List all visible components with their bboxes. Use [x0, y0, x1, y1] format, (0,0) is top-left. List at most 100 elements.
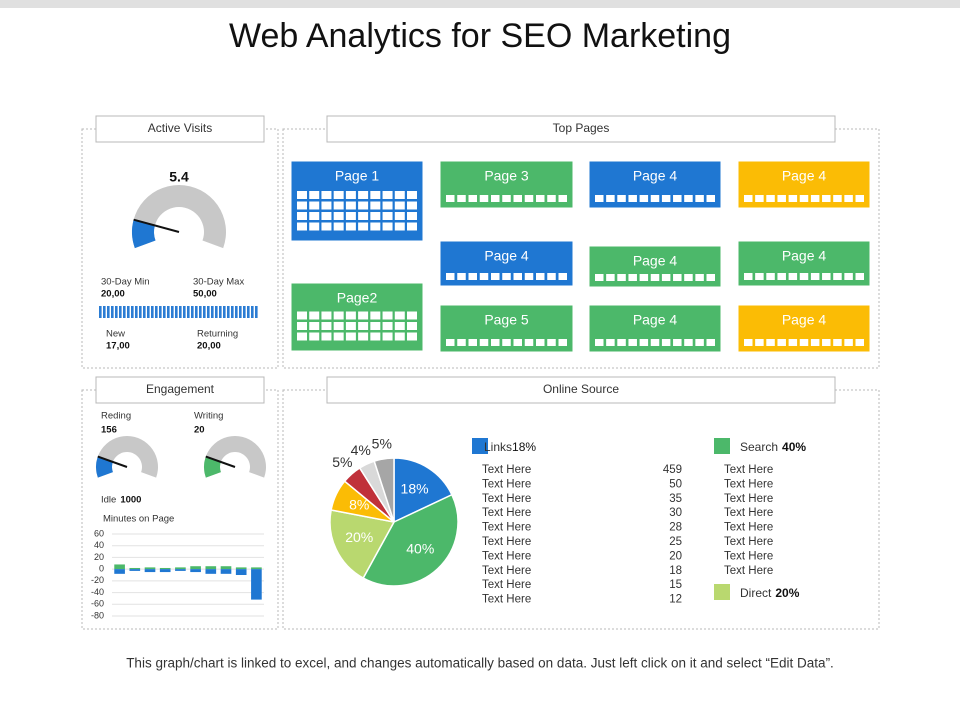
- barcode-stripe: [131, 306, 134, 318]
- barcode-stripe: [175, 306, 178, 318]
- page-square: [639, 195, 649, 202]
- row-text: Text Here: [724, 550, 773, 562]
- barcode-stripe: [203, 306, 206, 318]
- page-square: [370, 322, 381, 330]
- page-square: [297, 311, 307, 320]
- row-text: Text Here: [724, 464, 773, 476]
- page-square: [321, 212, 332, 220]
- barcode-stripe: [171, 306, 174, 318]
- page-square: [513, 339, 522, 346]
- page-square: [321, 222, 332, 231]
- page-square: [446, 273, 455, 280]
- page-square: [370, 222, 381, 231]
- pie-label: 4%: [351, 442, 371, 458]
- page-square: [744, 195, 753, 202]
- row-value: 12: [669, 594, 682, 606]
- page-square: [407, 201, 417, 210]
- page-square: [502, 339, 511, 346]
- page-square: [457, 273, 466, 280]
- pie-label: 5%: [372, 436, 392, 452]
- page-square: [639, 274, 649, 281]
- stat-value: 20,00: [101, 289, 125, 300]
- page-label: Page 5: [484, 312, 529, 328]
- page-square: [333, 332, 344, 341]
- barcode-stripe: [255, 306, 258, 318]
- page-square: [345, 332, 356, 341]
- barcode-stripe: [251, 306, 254, 318]
- page-square: [345, 322, 356, 330]
- page-square: [297, 191, 307, 199]
- barcode-stripe: [191, 306, 194, 318]
- barcode-stripe: [103, 306, 106, 318]
- page-square: [706, 274, 715, 281]
- page-square: [628, 195, 637, 202]
- pie-label: 8%: [349, 496, 369, 512]
- page-square: [755, 273, 764, 280]
- barcode-stripe: [135, 306, 138, 318]
- page-square: [766, 195, 775, 202]
- stat-label: Writing: [194, 411, 223, 422]
- page-square: [407, 222, 417, 231]
- barcode-stripe: [215, 306, 218, 318]
- bar: [129, 569, 141, 571]
- page-square: [479, 195, 489, 202]
- pie-label: 18%: [401, 480, 429, 496]
- top-bar: [0, 0, 960, 8]
- bar: [220, 566, 232, 570]
- page-square: [788, 273, 798, 280]
- row-text: Text Here: [724, 522, 773, 534]
- page-square: [661, 274, 671, 281]
- page-square: [394, 222, 405, 231]
- page-square: [297, 212, 307, 220]
- page-square: [407, 212, 417, 220]
- y-tick-label: 60: [94, 528, 104, 538]
- page-label: Page 4: [633, 312, 678, 328]
- bar: [114, 564, 125, 570]
- page-square: [370, 311, 381, 320]
- page-square: [333, 322, 344, 330]
- page-square: [345, 212, 356, 220]
- page-square: [394, 201, 405, 210]
- page-square: [394, 191, 405, 199]
- page-square: [457, 195, 466, 202]
- engagement-tab: [95, 376, 265, 404]
- gauge-needle: [133, 218, 180, 233]
- gauge-fill: [95, 456, 113, 478]
- page-square: [650, 339, 660, 346]
- page-square: [628, 274, 637, 281]
- page-square: [345, 201, 356, 210]
- barcode-stripe: [247, 306, 250, 318]
- page-square: [536, 339, 545, 346]
- page-square: [744, 339, 753, 346]
- page-square: [370, 332, 381, 341]
- page-square: [309, 311, 320, 320]
- page-square: [297, 322, 307, 330]
- page-label: Page 4: [484, 248, 529, 264]
- page-square: [684, 274, 693, 281]
- page-square: [321, 191, 332, 199]
- active-visits-tab: [95, 115, 265, 143]
- barcode-stripe: [115, 306, 118, 318]
- page-square: [491, 195, 500, 202]
- row-value: 50: [669, 478, 682, 490]
- page-label: Page 1: [335, 168, 380, 184]
- page-square: [777, 273, 786, 280]
- page-square: [810, 195, 820, 202]
- row-text: Text Here: [482, 493, 531, 505]
- gauge-fill: [203, 456, 221, 478]
- page-square: [321, 332, 332, 341]
- row-text: Text Here: [482, 536, 531, 548]
- stat-label: 30-Day Max: [193, 277, 244, 288]
- page-square: [606, 274, 615, 281]
- page-square: [536, 273, 545, 280]
- legend-value: 18%: [512, 440, 536, 454]
- page-square: [766, 273, 775, 280]
- page-square: [345, 191, 356, 199]
- barcode-stripe: [143, 306, 146, 318]
- chart-title: Minutes on Page: [103, 514, 174, 525]
- row-value: 15: [669, 579, 682, 591]
- bar: [235, 567, 247, 570]
- page-square: [394, 332, 405, 341]
- page-square: [855, 273, 864, 280]
